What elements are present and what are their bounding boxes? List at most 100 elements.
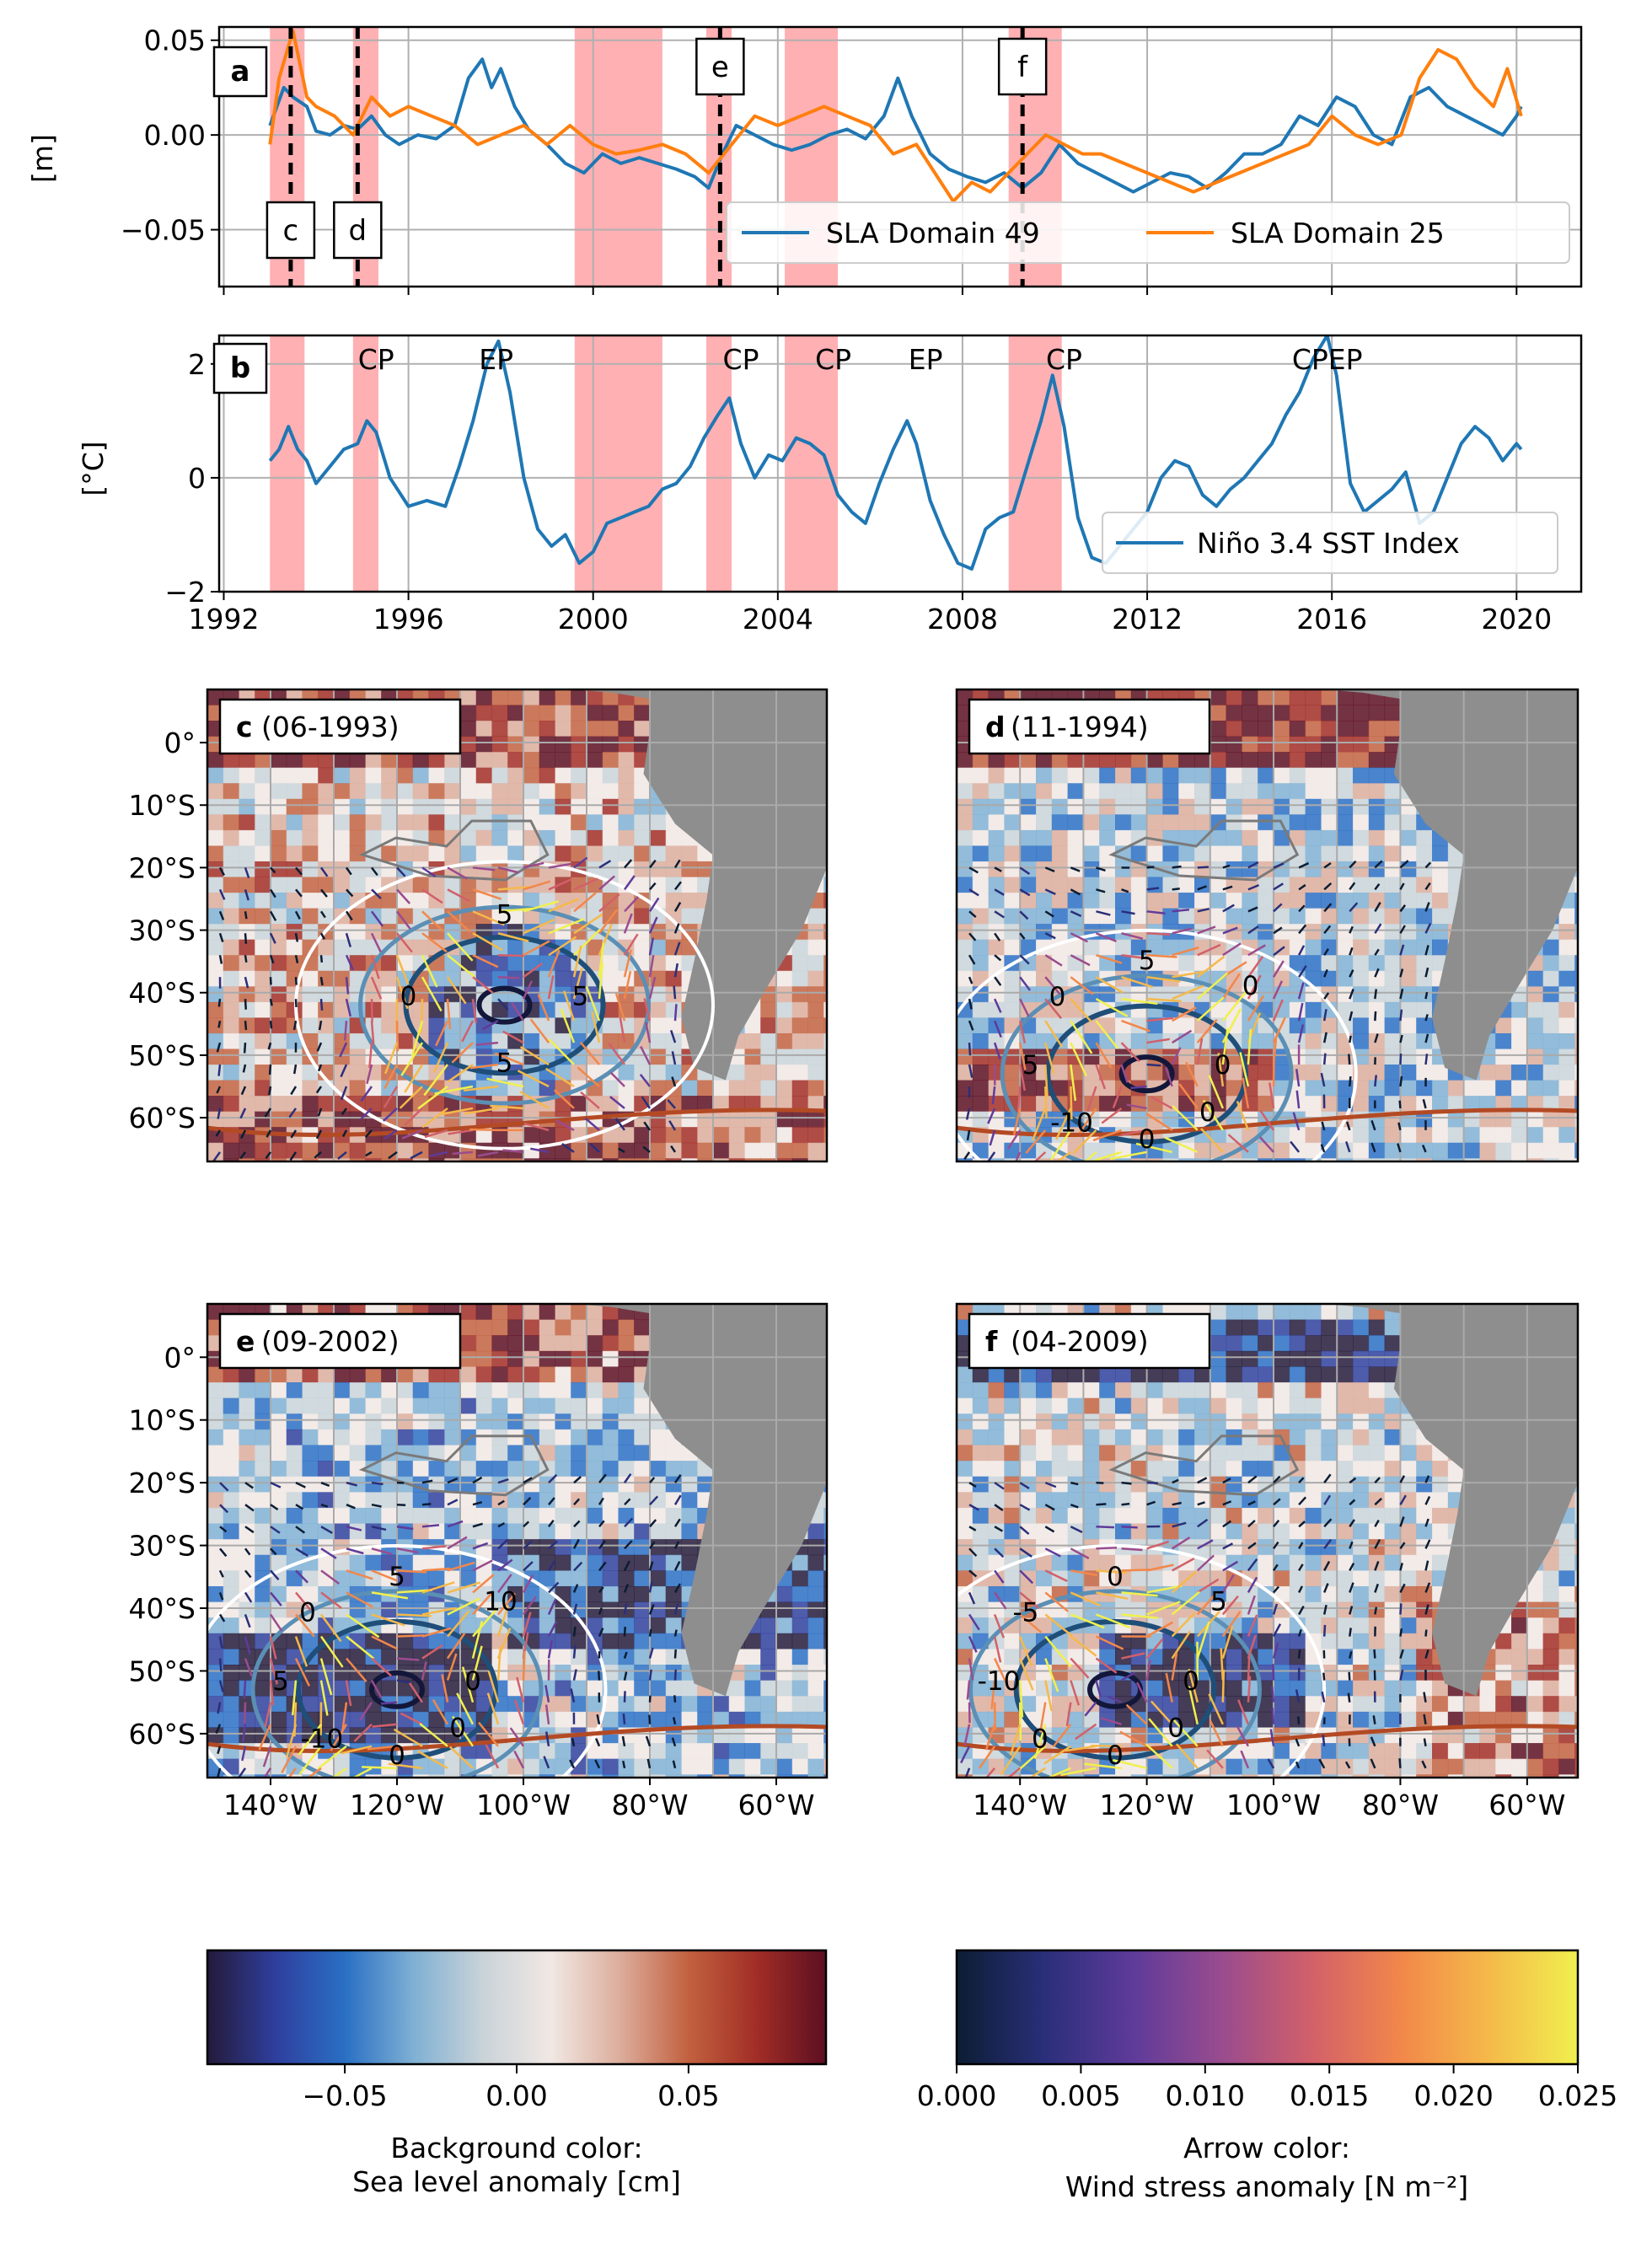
sla-cell: [334, 1570, 350, 1586]
sla-cell: [989, 940, 1005, 956]
sla-cell: [1527, 1049, 1543, 1065]
sla-cell: [350, 1727, 366, 1743]
sla-cell: [318, 1002, 334, 1018]
sla-cell: [303, 814, 319, 830]
sla-cell: [1210, 768, 1226, 784]
sla-cell: [1178, 877, 1194, 893]
sla-cell: [1400, 1143, 1416, 1159]
sla-cell: [271, 986, 287, 1002]
sla-cell: [1290, 689, 1306, 705]
sla-cell: [334, 1696, 350, 1712]
sla-cell: [957, 924, 973, 940]
sla-cell: [539, 705, 555, 721]
sla-cell: [634, 1649, 650, 1665]
sla-cell: [957, 1112, 973, 1128]
sla-cell: [476, 971, 492, 987]
sla-cell: [239, 830, 255, 846]
sla-cell: [287, 1413, 303, 1429]
legend: Niño 3.4 SST Index: [1102, 512, 1558, 573]
sla-cell: [334, 1477, 350, 1493]
sla-cell: [603, 1477, 619, 1493]
sla-cell: [619, 799, 635, 815]
sla-cell: [207, 1033, 223, 1049]
sla-cell: [539, 689, 555, 705]
sla-cell: [413, 893, 429, 909]
wind-arrow: [296, 999, 297, 1007]
wind-arrow: [675, 1649, 676, 1659]
sla-cell: [1178, 768, 1194, 784]
sla-cell: [603, 1017, 619, 1033]
sla-cell: [1337, 799, 1353, 815]
sla-cell: [271, 1712, 287, 1728]
sla-cell: [1194, 799, 1210, 815]
sla-cell: [303, 861, 319, 877]
sla-cell: [507, 1382, 523, 1398]
sla-cell: [1321, 845, 1337, 861]
sla-cell: [1226, 768, 1242, 784]
sla-cell: [207, 1017, 223, 1033]
sla-cell: [957, 893, 973, 909]
sla-cell: [492, 1002, 508, 1018]
sla-cell: [745, 1033, 761, 1049]
sla-cell: [271, 877, 287, 893]
sla-cell: [207, 1429, 223, 1446]
sla-cell: [507, 877, 523, 893]
sla-cell: [444, 1413, 460, 1429]
sla-cell: [760, 1696, 776, 1712]
sla-cell: [1558, 1049, 1574, 1065]
sla-cell: [1004, 799, 1020, 815]
sla-cell: [507, 1649, 523, 1665]
y-ticks: 20−2: [164, 348, 219, 609]
sla-cell: [1083, 861, 1099, 877]
lat-tick-label: 20°S: [129, 851, 196, 884]
sla-cell: [381, 814, 397, 830]
sla-cell: [397, 1461, 413, 1477]
sla-cell: [539, 783, 555, 799]
sla-cell: [650, 1743, 666, 1759]
sla-cell: [1385, 1335, 1401, 1351]
sla-cell: [760, 1681, 776, 1697]
sla-cell: [287, 1461, 303, 1477]
sla-cell: [792, 986, 808, 1002]
event-marker-label: c: [283, 214, 299, 248]
sla-cell: [539, 768, 555, 784]
sla-cell: [1226, 1335, 1242, 1351]
sla-cell: [1337, 768, 1353, 784]
sla-cell: [1115, 814, 1131, 830]
sla-cell: [397, 1033, 413, 1049]
sla-cell: [792, 1586, 808, 1602]
sla-cell: [1242, 1304, 1258, 1320]
sla-cell: [1274, 893, 1290, 909]
sla-cell: [1416, 955, 1432, 971]
sla-cell: [603, 705, 619, 721]
sla-cell: [650, 1759, 666, 1775]
sla-cell: [239, 814, 255, 830]
sla-cell: [745, 1759, 761, 1775]
sla-cell: [1178, 845, 1194, 861]
sla-cell: [523, 1351, 539, 1367]
sla-cell: [303, 971, 319, 987]
sla-cell: [1385, 971, 1401, 987]
sla-cell: [397, 814, 413, 830]
sla-cell: [271, 971, 287, 987]
sla-cell: [792, 1617, 808, 1633]
sla-cell: [587, 1445, 603, 1461]
sla-cell: [1083, 845, 1099, 861]
sla-cell: [239, 940, 255, 956]
sla-cell: [1258, 799, 1274, 815]
sla-cell: [1083, 830, 1099, 846]
sla-cell: [255, 1461, 271, 1477]
sla-cell: [1369, 799, 1385, 815]
sla-cell: [223, 1143, 239, 1159]
sla-cell: [1290, 783, 1306, 799]
wind-arrow: [220, 1659, 221, 1671]
sla-cell: [507, 799, 523, 815]
sla-cell: [539, 737, 555, 753]
sla-cell: [603, 1492, 619, 1508]
sla-cell: [1274, 721, 1290, 737]
sla-cell: [523, 1524, 539, 1540]
sla-cell: [1290, 752, 1306, 768]
sla-cell: [666, 1649, 682, 1665]
sla-cell: [1464, 1143, 1480, 1159]
sla-cell: [1052, 1017, 1068, 1033]
